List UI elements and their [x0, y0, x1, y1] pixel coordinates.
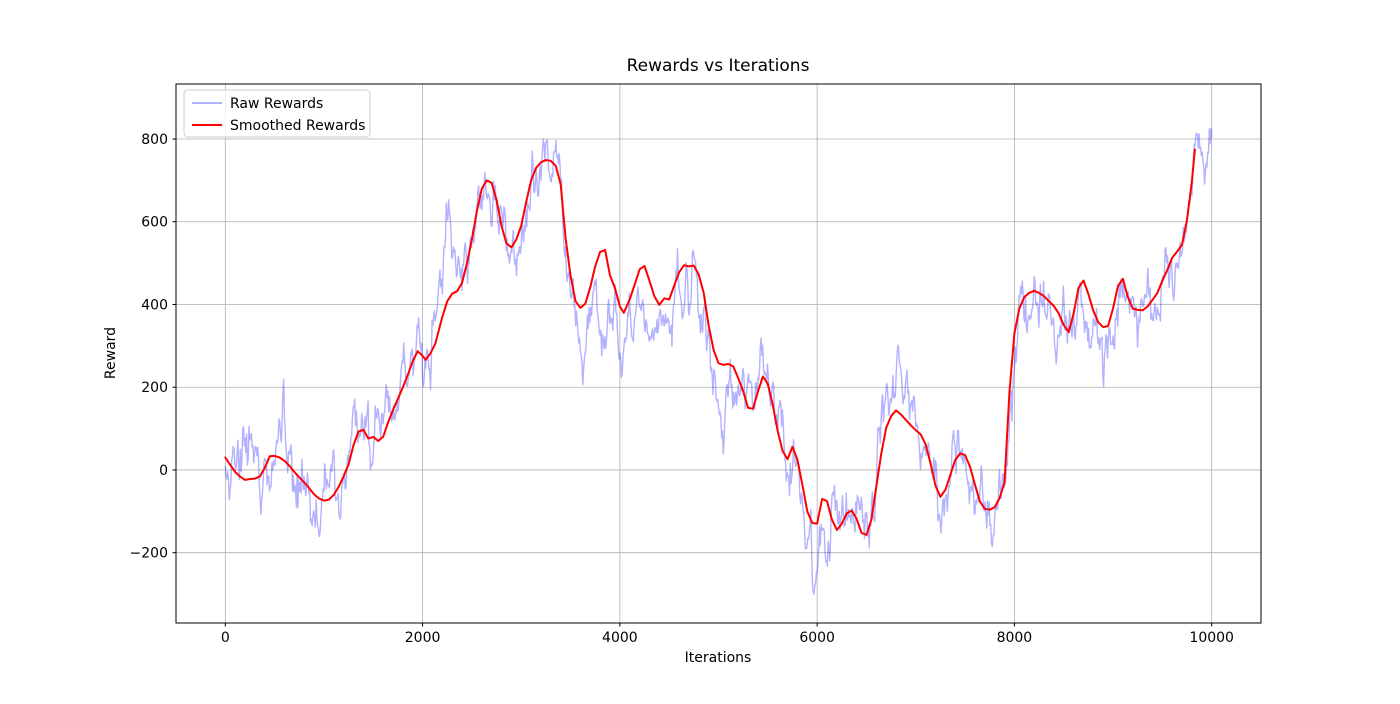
x-tick-label: 4000 — [602, 630, 638, 646]
raw-rewards-line — [224, 127, 1213, 595]
y-tick-label: −200 — [130, 546, 168, 562]
grid-lines — [176, 84, 1261, 623]
x-axis-label: Iterations — [685, 650, 752, 666]
y-tick-label: 0 — [159, 463, 168, 479]
chart-title: Rewards vs Iterations — [627, 56, 810, 76]
y-tick-label: 800 — [141, 132, 168, 148]
smoothed-rewards-line — [224, 148, 1196, 536]
legend-smoothed-label: Smoothed Rewards — [230, 118, 365, 134]
y-axis-label: Reward — [103, 327, 119, 379]
axis-tick-labels: 0 2000 4000 6000 8000 10000 −200 0 200 400 600 800 — [130, 132, 1234, 646]
x-tick-label: 2000 — [405, 630, 441, 646]
legend-raw-label: Raw Rewards — [230, 96, 323, 112]
x-tick-label: 0 — [221, 630, 230, 646]
y-tick-label: 400 — [141, 297, 168, 313]
axis-ticks — [172, 138, 1213, 627]
legend-box: Raw Rewards Smoothed Rewards — [183, 89, 371, 138]
x-tick-label: 8000 — [997, 630, 1033, 646]
x-tick-label: 10000 — [1189, 630, 1234, 646]
y-tick-label: 200 — [141, 380, 168, 396]
axes-frame — [175, 83, 1262, 624]
legend-frame — [183, 89, 371, 138]
x-tick-label: 6000 — [799, 630, 835, 646]
y-tick-label: 600 — [141, 215, 168, 231]
